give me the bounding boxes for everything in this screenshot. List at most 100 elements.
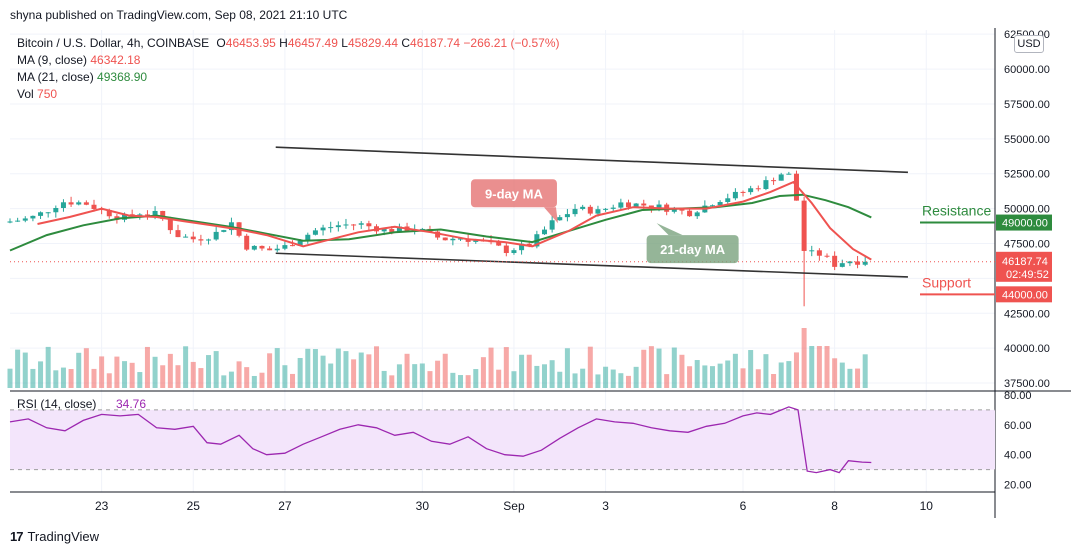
volume-bar <box>442 353 448 388</box>
ma21-legend: MA (21, close) 49368.90 <box>17 70 147 84</box>
volume-bar <box>687 366 693 388</box>
candle-body <box>389 229 395 233</box>
price-tick-label: 57500.00 <box>1004 99 1050 111</box>
footer-brand[interactable]: 17 TradingView <box>10 529 99 544</box>
level-price-tag <box>996 286 1052 303</box>
low-value: 45829.44 <box>347 36 398 50</box>
volume-bar <box>99 356 105 388</box>
annotation-box <box>470 179 557 208</box>
candle-body <box>106 209 112 217</box>
ma9-legend: MA (9, close) 46342.18 <box>17 53 140 67</box>
volume-bar <box>847 368 853 388</box>
volume-bar <box>862 354 868 388</box>
candle-body <box>763 180 769 190</box>
candle-body <box>38 212 44 216</box>
volume-bar <box>76 352 82 388</box>
volume-bar <box>22 352 28 388</box>
level-label: Resistance <box>922 203 991 219</box>
volume-bar <box>396 364 402 388</box>
channel-line <box>275 146 908 174</box>
volume-bar <box>320 355 326 388</box>
volume-bar <box>7 368 13 388</box>
candle-body <box>656 204 662 209</box>
volume-bar <box>824 346 830 388</box>
rsi-tick-label: 20.00 <box>1004 480 1032 492</box>
candle-body <box>183 236 189 238</box>
candle-body <box>564 214 570 218</box>
channel-lines <box>275 146 908 278</box>
volume-bar <box>114 356 120 388</box>
candle-body <box>801 200 807 251</box>
open-label: O <box>216 36 226 50</box>
candle-body <box>259 245 265 249</box>
volume-bar <box>259 372 265 388</box>
volume-bar <box>160 365 166 388</box>
volume-bar <box>389 375 395 388</box>
change-value: −266.21 (−0.57%) <box>463 36 560 50</box>
candle-body <box>473 240 479 242</box>
candle-body <box>732 191 738 199</box>
time-axis[interactable]: 23 25 27 30 Sep 3 6 8 10 <box>95 499 933 513</box>
volume-bar <box>290 373 296 388</box>
symbol-name: Bitcoin / U.S. Dollar, 4h, COINBASE <box>17 36 210 50</box>
volume-bar <box>404 353 410 388</box>
candle-body <box>862 261 868 265</box>
volume-bar <box>480 357 486 388</box>
candle-body <box>625 202 631 208</box>
volume-bar <box>297 357 303 388</box>
volume-bar <box>679 354 685 388</box>
volume-bar <box>53 370 59 388</box>
volume-bar <box>618 373 624 388</box>
candle-body <box>541 229 547 235</box>
ma21-value: 49368.90 <box>97 70 148 84</box>
volume-bar <box>312 349 318 388</box>
candle-body <box>53 207 59 213</box>
volume-bar <box>91 368 97 388</box>
volume-bar <box>244 367 250 388</box>
volume-bar <box>740 368 746 388</box>
candle-body <box>381 229 387 232</box>
ma9-value: 46342.18 <box>90 53 141 67</box>
volume-bar <box>465 375 471 388</box>
candle-body <box>839 263 845 267</box>
candle-body <box>290 245 296 247</box>
volume-bar <box>435 360 441 388</box>
volume-bar <box>190 361 196 388</box>
level-price-label: 49000.00 <box>1002 218 1048 230</box>
candle-body <box>855 261 861 265</box>
candle-body <box>396 226 402 233</box>
volume-bar <box>648 346 654 388</box>
volume-bar <box>801 328 807 388</box>
volume-bar <box>717 363 723 388</box>
rsi-tick-label: 60.00 <box>1004 420 1032 432</box>
candle-body <box>587 206 593 214</box>
candle-body <box>335 225 341 228</box>
currency-button[interactable]: USD <box>1014 35 1044 53</box>
volume-bar <box>412 364 418 388</box>
tradingview-logo-icon: 17 <box>10 529 24 544</box>
rsi-value: 34.76 <box>116 397 146 411</box>
candle-body <box>557 217 563 221</box>
volume-bar <box>832 358 838 388</box>
volume-bar <box>625 375 631 388</box>
level-price-tag <box>996 214 1052 231</box>
candle-body <box>633 203 639 208</box>
volume-bar <box>557 371 563 388</box>
volume-bar <box>213 351 219 388</box>
volume-bar <box>526 354 532 388</box>
volume-bar <box>694 360 700 388</box>
candle-body <box>595 209 601 214</box>
candle-body <box>122 214 128 220</box>
volume-legend: Vol 750 <box>17 87 57 101</box>
candle-body <box>503 245 509 254</box>
candle-body <box>519 243 525 251</box>
price-axis[interactable]: 62500.0060000.0057500.0055000.0052500.00… <box>996 29 1052 390</box>
time-tick-label: 30 <box>416 499 430 513</box>
volume-bar <box>473 369 479 388</box>
candle-body <box>771 180 777 182</box>
candle-body <box>442 237 448 241</box>
candle-body <box>221 230 227 232</box>
volume-bar <box>763 354 769 388</box>
annotation-pointer <box>543 207 558 224</box>
